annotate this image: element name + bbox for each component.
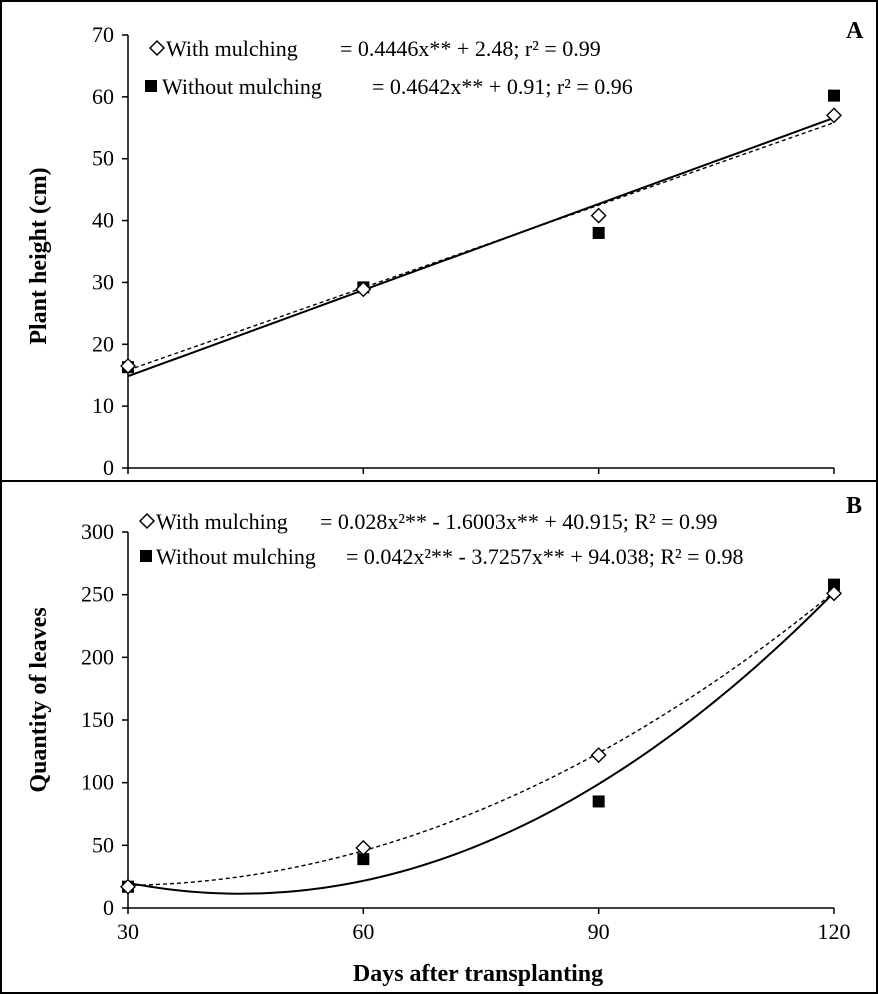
panel-b-legend-label-without: Without mulching [156, 544, 316, 569]
panel-b-legend: With mulching = 0.028x²** - 1.6003x** + … [138, 509, 744, 569]
panel-b-x-tick-label: 120 [818, 919, 851, 944]
panel-a-point-without [592, 226, 605, 239]
panel-b-x-tick-label: 60 [352, 919, 374, 944]
panel-b-legend-label-with: With mulching [156, 509, 288, 534]
panel-a-legend-label-with: With mulching [166, 36, 298, 61]
panel-a-legend-label-without: Without mulching [162, 74, 322, 99]
panel-b-y-tick-label: 250 [81, 582, 114, 607]
panel-a-letter: A [846, 18, 864, 44]
panel-a-point-with [826, 107, 842, 124]
panel-b-y-tick-label: 300 [81, 519, 114, 544]
panel-b-x-tick-label: 90 [588, 919, 610, 944]
panel-b-trendline-with [127, 591, 835, 887]
panel-a-legend: With mulching = 0.4446x** + 2.48; r² = 0… [145, 36, 633, 99]
panel-a-y-tick-label: 40 [92, 208, 114, 233]
panel-b-point-with [826, 585, 842, 602]
panel-b-legend-diamond-marker [138, 512, 156, 530]
panel-a-y-tick-label: 70 [92, 22, 114, 47]
panel-a-point-with [355, 281, 372, 298]
panel-b-y-tick-label: 100 [81, 770, 114, 795]
panel-a-y-tick-label: 10 [92, 393, 114, 418]
panel-b-plot: B Quantity of leaves Days after transpla… [26, 493, 862, 987]
panel-b-x-tick-label: 30 [117, 919, 139, 944]
panel-b-point-without [592, 795, 605, 808]
panel-b-trendline-without [127, 591, 835, 895]
panel-b-point-without [828, 578, 840, 591]
panel-b-point-with [590, 747, 607, 764]
panel-a-point-with [120, 357, 136, 374]
panel-a-y-tick-label: 20 [92, 331, 114, 356]
panel-a-point-with [590, 207, 607, 224]
panel-a-y-tick-label: 30 [92, 269, 114, 294]
panel-a-legend-diamond-marker [148, 39, 166, 57]
panel-b-y-tick-label: 50 [92, 832, 114, 857]
panel-b-point-without [357, 853, 370, 866]
panel-b-legend-eq-without: = 0.042x²** - 3.7257x** + 94.038; R² = 0… [346, 544, 744, 569]
panel-a-legend-eq-without: = 0.4642x** + 0.91; r² = 0.96 [372, 74, 633, 99]
panel-b-y-axis-title: Quantity of leaves [26, 607, 52, 792]
panel-b-legend-eq-with: = 0.028x²** - 1.6003x** + 40.915; R² = 0… [320, 509, 718, 534]
panel-b-legend-square-marker [140, 550, 152, 562]
panel-b-point-with [120, 878, 136, 895]
panel-a-legend-square-marker [145, 80, 157, 92]
panel-a-plot: A Plant height (cm) With mulching = 0.44… [26, 18, 864, 480]
panel-a-y-tick-label: 0 [103, 455, 114, 480]
panel-b-letter: B [846, 493, 862, 519]
panel-b-border [0, 480, 878, 994]
panel-b-point-with [355, 839, 372, 856]
panel-a-y-tick-label: 60 [92, 84, 114, 109]
panel-b-y-tick-label: 150 [81, 707, 114, 732]
panel-a-point-without [828, 89, 840, 102]
panel-b-x-axis-title: Days after transplanting [353, 961, 603, 987]
panel-b-y-tick-label: 0 [103, 895, 114, 920]
panel-a-border [0, 0, 878, 482]
panel-a-legend-eq-with: = 0.4446x** + 2.48; r² = 0.99 [340, 36, 601, 61]
panel-a-y-axis-title: Plant height (cm) [26, 167, 52, 344]
panel-a-trendline-without [127, 116, 835, 378]
panel-a-y-tick-label: 50 [92, 146, 114, 171]
panel-b-y-tick-label: 200 [81, 644, 114, 669]
